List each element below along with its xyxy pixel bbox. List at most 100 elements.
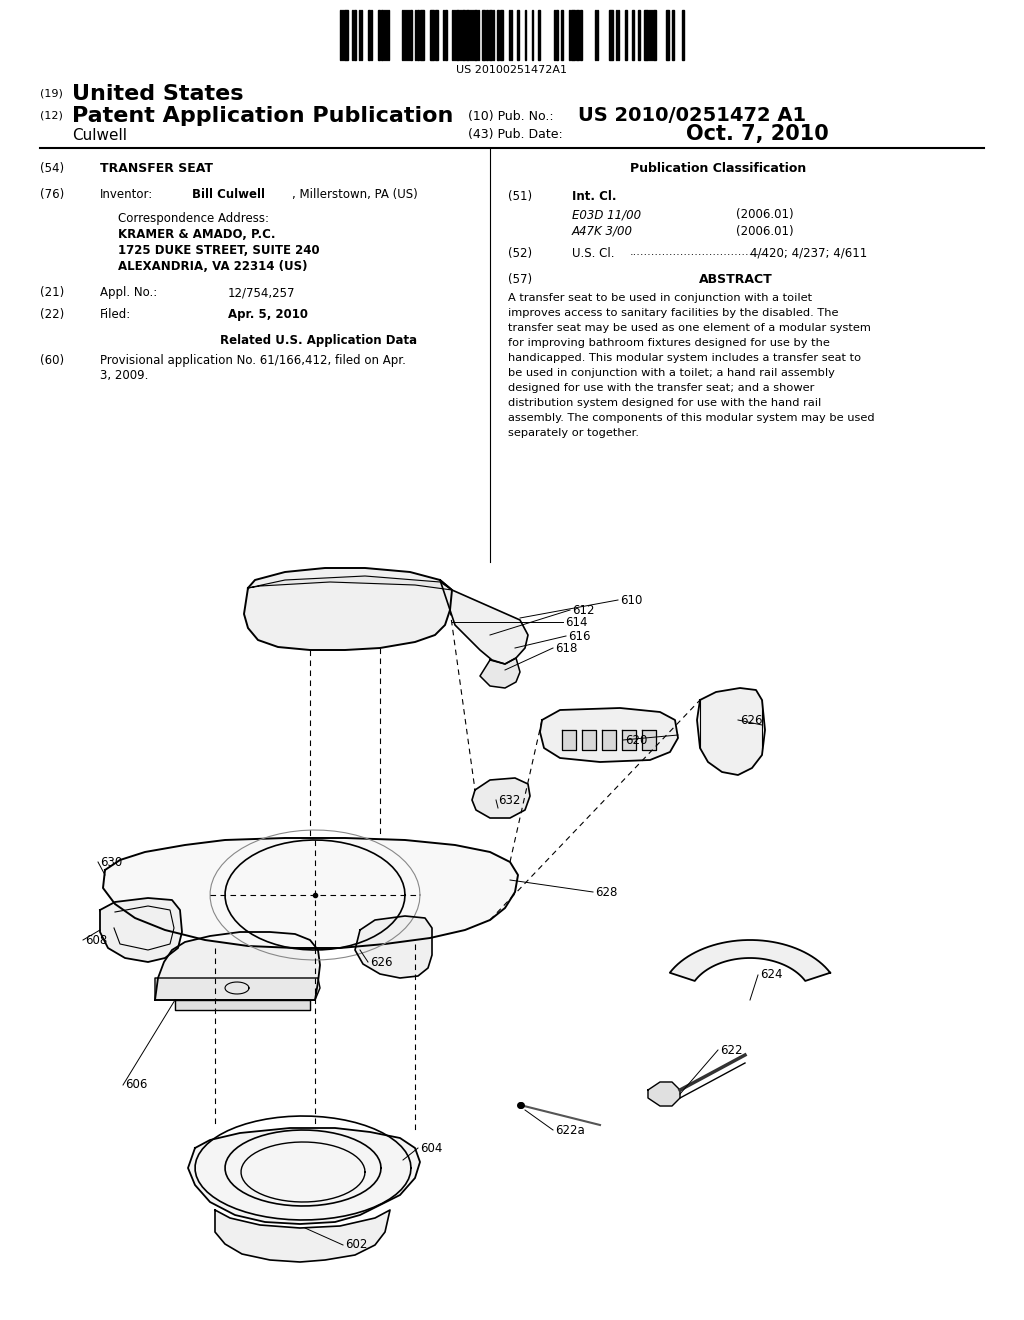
Text: 606: 606 [125, 1078, 147, 1092]
Text: separately or together.: separately or together. [508, 428, 639, 438]
Text: Bill Culwell: Bill Culwell [193, 187, 265, 201]
Bar [571, 11, 575, 59]
Bar [474, 11, 477, 59]
Text: US 2010/0251472 A1: US 2010/0251472 A1 [578, 106, 806, 125]
Text: (21): (21) [40, 286, 65, 300]
Text: Correspondence Address:: Correspondence Address: [118, 213, 269, 224]
Bar [561, 11, 563, 59]
Bar [672, 11, 674, 59]
Text: 610: 610 [620, 594, 642, 606]
Text: assembly. The components of this modular system may be used: assembly. The components of this modular… [508, 413, 874, 422]
Text: (51): (51) [508, 190, 532, 203]
Bar [354, 11, 356, 59]
Text: 624: 624 [760, 969, 782, 982]
Bar [580, 11, 582, 59]
Text: ALEXANDRIA, VA 22314 (US): ALEXANDRIA, VA 22314 (US) [118, 260, 307, 273]
Text: 608: 608 [85, 933, 108, 946]
Bar [456, 11, 459, 59]
Text: 622a: 622a [555, 1123, 585, 1137]
Bar [344, 11, 348, 59]
Text: 1725 DUKE STREET, SUITE 240: 1725 DUKE STREET, SUITE 240 [118, 244, 319, 257]
Text: be used in conjunction with a toilet; a hand rail assembly: be used in conjunction with a toilet; a … [508, 368, 835, 378]
Text: Apr. 5, 2010: Apr. 5, 2010 [228, 308, 308, 321]
Text: 618: 618 [555, 642, 578, 655]
Bar [666, 11, 669, 59]
Bar [500, 11, 503, 59]
Text: ......................................: ...................................... [630, 247, 768, 257]
Polygon shape [642, 730, 656, 750]
Text: (12): (12) [40, 110, 62, 120]
Text: 612: 612 [572, 603, 595, 616]
Text: 622: 622 [720, 1044, 742, 1056]
Text: 626: 626 [740, 714, 763, 726]
Polygon shape [155, 932, 319, 1001]
Bar [430, 11, 434, 59]
Bar [644, 11, 648, 59]
Text: transfer seat may be used as one element of a modular system: transfer seat may be used as one element… [508, 323, 870, 333]
Text: Patent Application Publication: Patent Application Publication [72, 106, 454, 125]
Text: 632: 632 [498, 793, 520, 807]
Text: Provisional application No. 61/166,412, filed on Apr.
3, 2009.: Provisional application No. 61/166,412, … [100, 354, 406, 381]
Bar [420, 11, 424, 59]
Text: A47K 3/00: A47K 3/00 [572, 224, 633, 238]
Text: Inventor:: Inventor: [100, 187, 154, 201]
Bar [517, 11, 519, 59]
Text: 12/754,257: 12/754,257 [228, 286, 296, 300]
Text: US 20100251472A1: US 20100251472A1 [457, 65, 567, 75]
Text: Related U.S. Application Data: Related U.S. Application Data [220, 334, 417, 347]
Text: ABSTRACT: ABSTRACT [699, 273, 773, 286]
Polygon shape [248, 576, 452, 590]
Text: United States: United States [72, 84, 244, 104]
Polygon shape [100, 898, 182, 962]
Text: 614: 614 [565, 615, 588, 628]
Bar [638, 11, 640, 59]
Polygon shape [562, 730, 575, 750]
Text: 4/420; 4/237; 4/611: 4/420; 4/237; 4/611 [750, 247, 867, 260]
Polygon shape [155, 978, 319, 1001]
Bar [653, 11, 656, 59]
Bar [462, 11, 465, 59]
Bar [378, 11, 380, 59]
Polygon shape [440, 579, 528, 664]
Polygon shape [540, 708, 678, 762]
Text: Publication Classification: Publication Classification [630, 162, 806, 176]
Text: for improving bathroom fixtures designed for use by the: for improving bathroom fixtures designed… [508, 338, 829, 348]
Text: Filed:: Filed: [100, 308, 131, 321]
Bar [489, 11, 492, 59]
Text: (2006.01): (2006.01) [736, 209, 794, 220]
Text: 628: 628 [595, 886, 617, 899]
Text: (76): (76) [40, 187, 65, 201]
Bar [632, 11, 634, 59]
Bar [368, 11, 370, 59]
Bar [625, 11, 627, 59]
Text: Appl. No.:: Appl. No.: [100, 286, 158, 300]
Polygon shape [472, 777, 530, 818]
Text: (54): (54) [40, 162, 65, 176]
Polygon shape [215, 1210, 390, 1262]
Text: 616: 616 [568, 630, 591, 643]
Text: improves access to sanitary facilities by the disabled. The: improves access to sanitary facilities b… [508, 308, 839, 318]
Text: 626: 626 [370, 956, 392, 969]
Polygon shape [355, 916, 432, 978]
Text: Oct. 7, 2010: Oct. 7, 2010 [686, 124, 828, 144]
Polygon shape [602, 730, 616, 750]
Bar [410, 11, 412, 59]
Text: designed for use with the transfer seat; and a shower: designed for use with the transfer seat;… [508, 383, 814, 393]
Text: 602: 602 [345, 1238, 368, 1251]
Text: Culwell: Culwell [72, 128, 127, 143]
Bar [609, 11, 613, 59]
Text: (22): (22) [40, 308, 65, 321]
Text: , Millerstown, PA (US): , Millerstown, PA (US) [292, 187, 418, 201]
Text: (10) Pub. No.:: (10) Pub. No.: [468, 110, 554, 123]
Polygon shape [244, 568, 452, 649]
Polygon shape [582, 730, 596, 750]
Text: (19): (19) [40, 88, 62, 98]
Polygon shape [622, 730, 636, 750]
Polygon shape [480, 657, 520, 688]
Polygon shape [175, 1001, 310, 1010]
Bar [466, 11, 469, 59]
Text: 604: 604 [420, 1142, 442, 1155]
Bar [538, 11, 540, 59]
Bar [497, 11, 499, 59]
Bar [482, 11, 485, 59]
